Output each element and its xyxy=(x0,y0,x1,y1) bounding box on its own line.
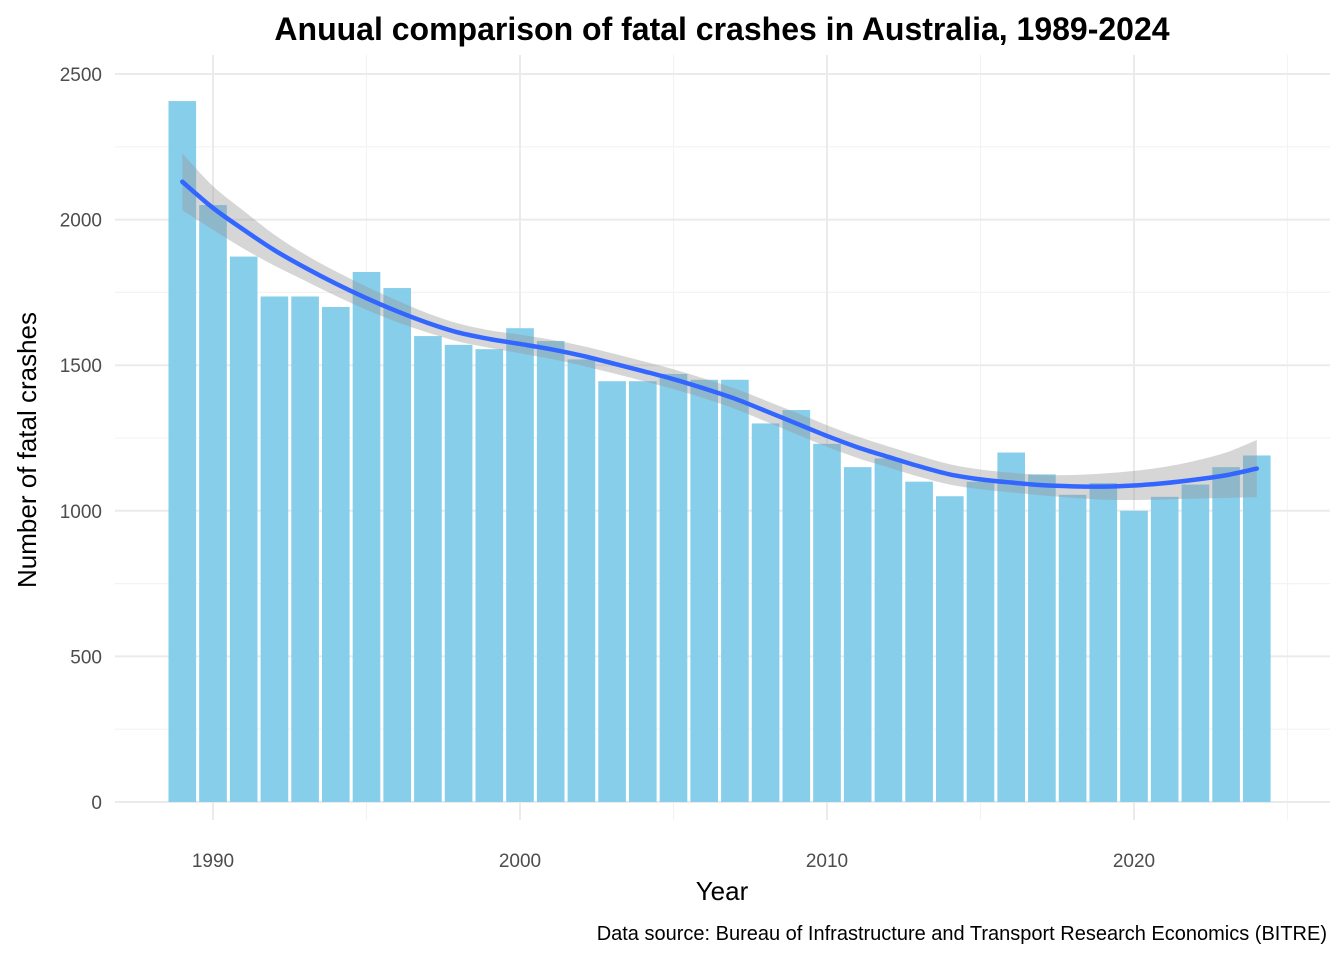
trend xyxy=(180,153,1260,501)
bar xyxy=(751,423,780,802)
bar xyxy=(291,296,319,802)
x-tick-label: 2020 xyxy=(1113,851,1155,872)
bar xyxy=(997,452,1026,802)
y-tick-label: 0 xyxy=(91,793,102,814)
bar xyxy=(721,379,749,802)
bar xyxy=(260,296,289,802)
bar xyxy=(229,256,258,802)
bar xyxy=(506,328,534,802)
bar xyxy=(1120,510,1148,802)
chart-title: Anuual comparison of fatal crashes in Au… xyxy=(274,11,1169,47)
y-axis-title: Number of fatal crashes xyxy=(12,312,42,588)
y-tick-label: 1500 xyxy=(60,356,102,377)
bar xyxy=(782,410,811,802)
x-axis-ticks: 1990 2000 2010 2020 xyxy=(192,851,1155,872)
x-tick-label: 2000 xyxy=(499,851,541,872)
y-tick-label: 1000 xyxy=(60,502,102,523)
bar xyxy=(1150,496,1179,802)
bar xyxy=(475,349,504,802)
bar xyxy=(1058,494,1087,802)
trend-line xyxy=(180,179,1260,489)
bar xyxy=(1089,483,1118,802)
bar xyxy=(444,344,473,802)
x-tick-label: 1990 xyxy=(192,851,234,872)
bar xyxy=(536,341,565,802)
bar xyxy=(690,379,719,802)
bar xyxy=(813,443,841,802)
bar xyxy=(567,359,596,802)
x-tick-label: 2010 xyxy=(806,851,848,872)
bar xyxy=(168,101,197,802)
y-axis-ticks: 0 500 1000 1500 2000 2500 xyxy=(60,65,102,814)
bar xyxy=(843,467,872,802)
bar xyxy=(1028,474,1056,802)
bar xyxy=(199,205,227,803)
bar xyxy=(935,496,964,802)
bar xyxy=(659,373,688,802)
bar xyxy=(1212,467,1240,802)
bar xyxy=(383,288,412,803)
y-tick-label: 2500 xyxy=(60,65,102,86)
y-tick-label: 2000 xyxy=(60,211,102,232)
bar xyxy=(905,481,933,802)
bar xyxy=(874,458,903,802)
bar xyxy=(966,481,995,802)
bar xyxy=(1242,455,1271,802)
bar xyxy=(352,272,381,802)
bar xyxy=(414,336,442,802)
bar xyxy=(628,381,657,802)
bar xyxy=(321,306,350,802)
bar xyxy=(598,381,626,802)
bars xyxy=(168,101,1271,803)
y-tick-label: 500 xyxy=(70,647,102,668)
x-axis-title: Year xyxy=(696,876,749,906)
caption: Data source: Bureau of Infrastructure an… xyxy=(597,923,1327,945)
bar xyxy=(1181,484,1210,802)
